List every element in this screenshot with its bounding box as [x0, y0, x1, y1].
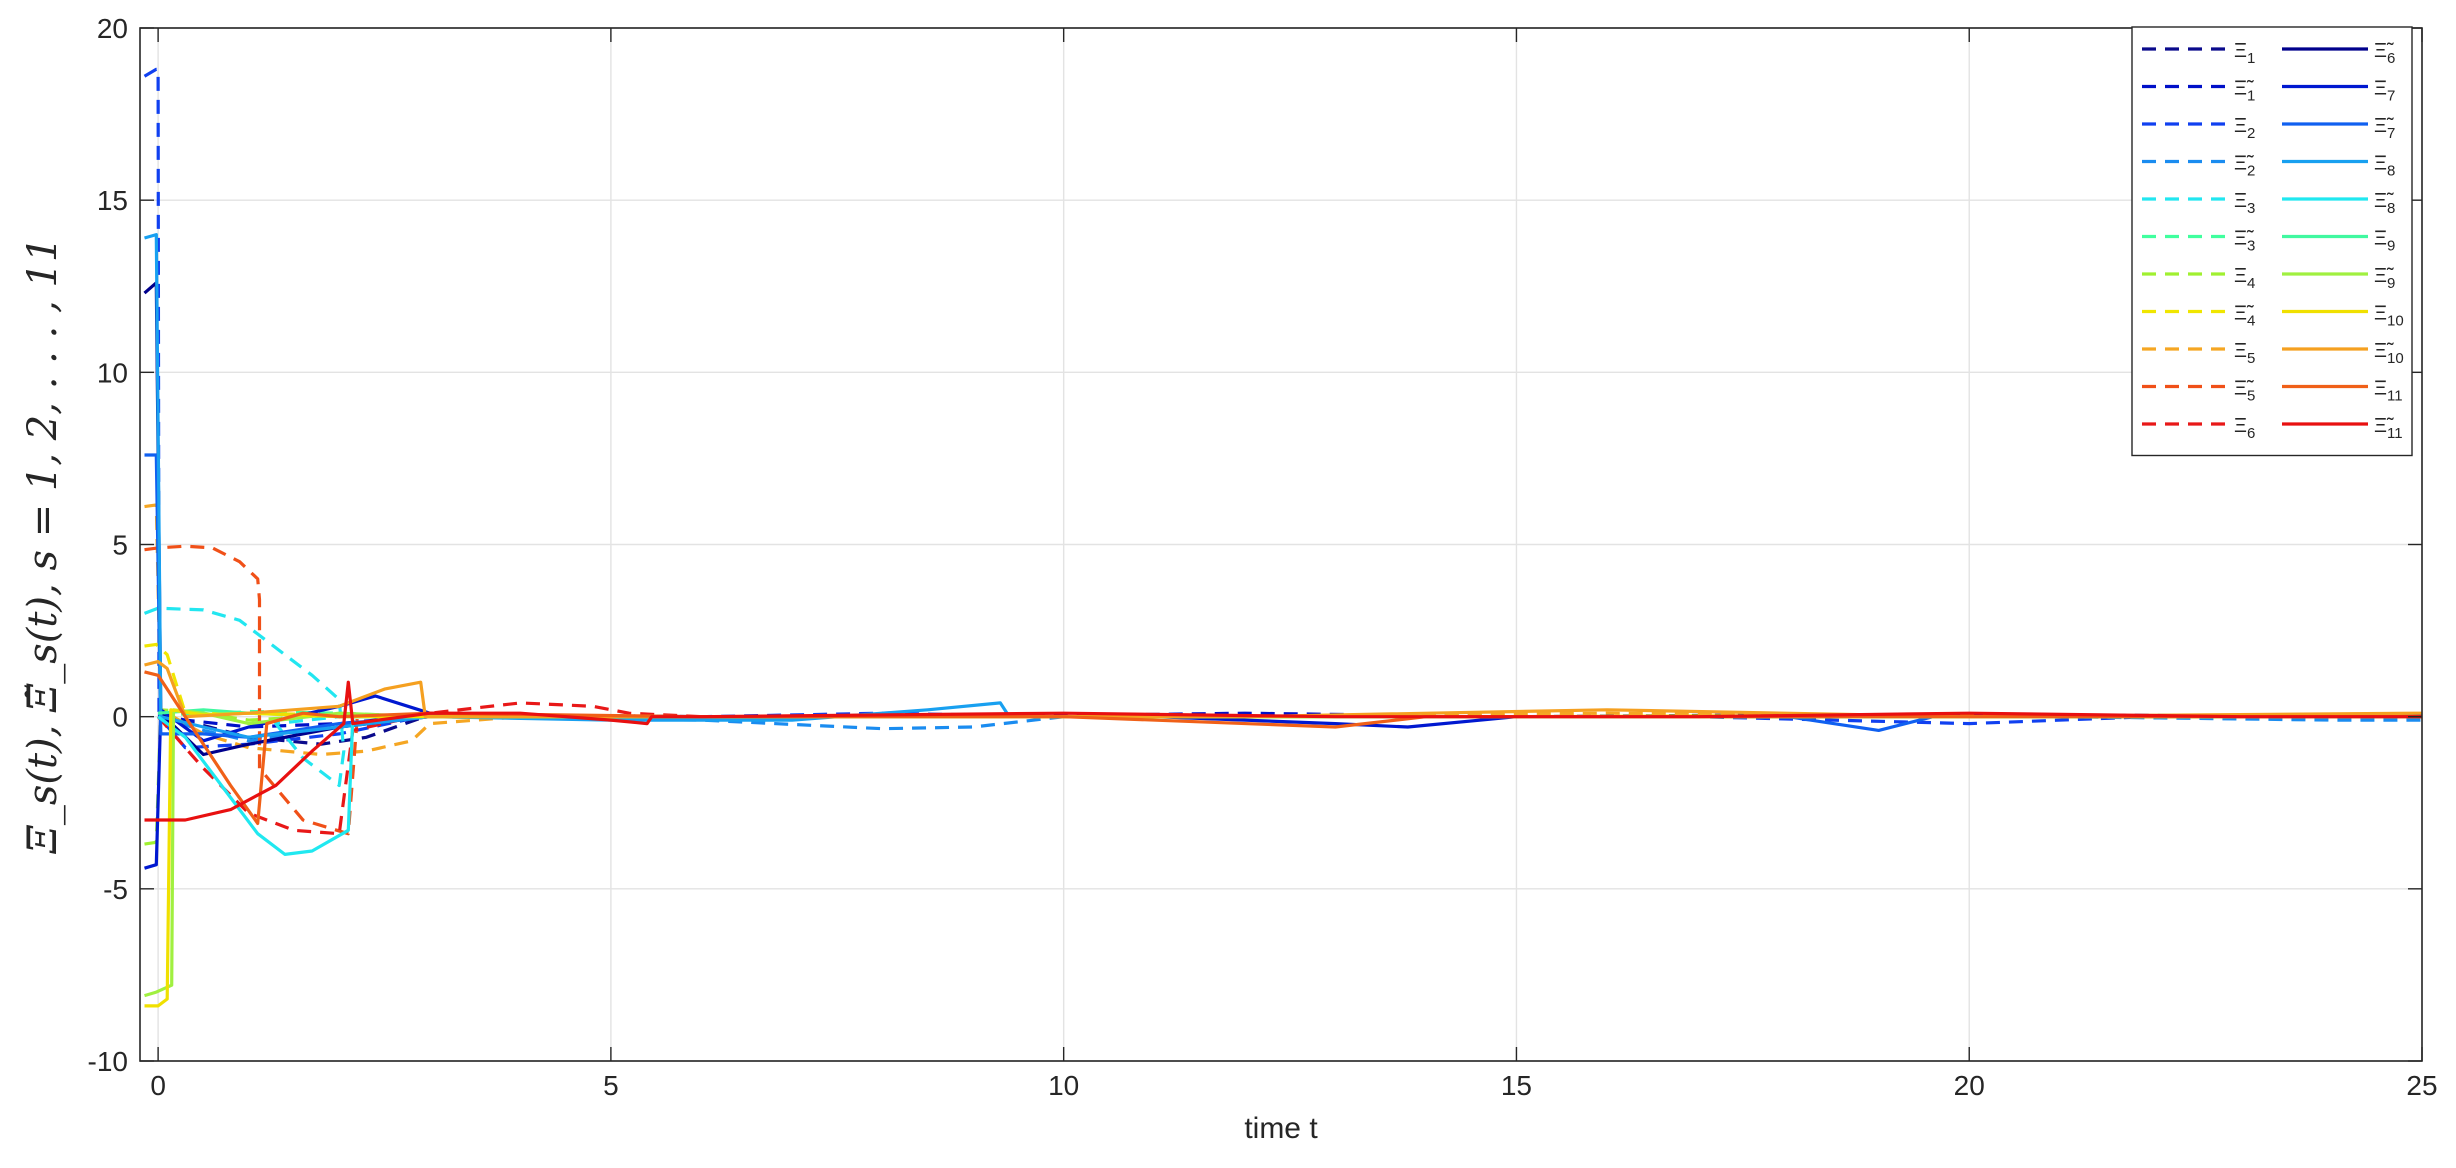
x-tick-label: 0	[150, 1070, 166, 1101]
legend-label: Ξ4	[2234, 265, 2255, 292]
x-tick-label: 15	[1501, 1070, 1532, 1101]
series-line-22	[144, 680, 2422, 822]
legend-box	[2131, 26, 2413, 457]
series-line-10	[144, 544, 2422, 836]
legend: Ξ1Ξ̃1Ξ2Ξ̃2Ξ3Ξ̃3Ξ4Ξ̃4Ξ5Ξ̃5Ξ6Ξ̃6Ξ7Ξ̃7Ξ8Ξ̃8…	[2131, 26, 2413, 457]
y-tick-label: 5	[112, 530, 128, 561]
series-line-20	[144, 660, 2423, 719]
y-tick-label: 0	[112, 702, 128, 733]
y-axis: -10 -5 0 5 10 15 20	[88, 13, 2422, 1077]
x-tick-label: 20	[1954, 1070, 1985, 1101]
x-axis: 0 5 10 15 20 25	[150, 28, 2438, 1101]
x-tick-label: 10	[1048, 1070, 1079, 1101]
legend-label: Ξ6	[2234, 415, 2255, 442]
x-tick-label: 5	[603, 1070, 619, 1101]
legend-label: Ξ1	[2234, 40, 2255, 67]
legend-label: Ξ11	[2374, 378, 2403, 405]
legend-label: Ξ5	[2234, 340, 2255, 367]
y-tick-label: 15	[97, 185, 128, 216]
y-axis-label: Ξ_s(t), Ξ̃_s(t), s = 1, 2, . . . , 11	[20, 237, 66, 855]
legend-label: Ξ7	[2374, 78, 2395, 105]
legend-label: Ξ3	[2234, 190, 2255, 217]
y-tick-label: 10	[97, 357, 128, 388]
y-tick-label: -10	[88, 1046, 128, 1077]
legend-label: Ξ10	[2374, 303, 2404, 330]
y-tick-label: 20	[97, 13, 128, 44]
legend-label: Ξ8	[2374, 153, 2395, 180]
legend-label: Ξ2	[2234, 115, 2255, 142]
x-axis-label: time t	[1244, 1112, 1318, 1145]
legend-label: Ξ9	[2374, 228, 2395, 255]
y-tick-label: -5	[103, 874, 128, 905]
series-line-5	[143, 606, 2422, 788]
plot-lines	[143, 67, 2423, 1008]
x-tick-label: 25	[2406, 1070, 2437, 1101]
